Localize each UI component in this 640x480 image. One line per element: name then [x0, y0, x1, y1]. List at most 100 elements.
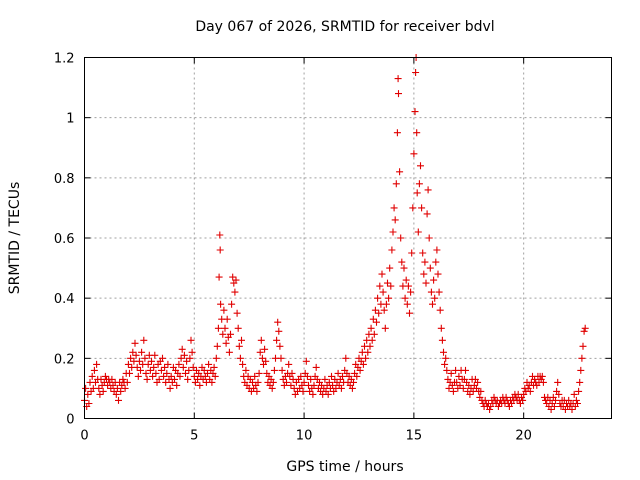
data-point — [270, 366, 278, 374]
data-point — [134, 372, 142, 380]
data-point — [572, 396, 580, 404]
data-point — [231, 288, 239, 296]
data-point — [411, 108, 419, 116]
data-point — [321, 375, 329, 383]
data-point — [370, 330, 378, 338]
data-point — [173, 381, 181, 389]
data-point — [227, 330, 234, 338]
data-point — [378, 270, 386, 278]
data-point — [490, 393, 498, 401]
data-point — [403, 300, 411, 308]
data-point — [310, 381, 318, 389]
data-point — [182, 369, 189, 377]
data-point — [456, 381, 464, 389]
grid-lines — [84, 57, 612, 419]
data-point — [575, 387, 583, 395]
data-point — [148, 357, 155, 365]
data-point — [408, 249, 416, 257]
data-point — [113, 384, 121, 392]
data-point — [255, 369, 263, 377]
y-axis-label: SRMTID / TECUs — [7, 182, 23, 295]
data-point — [449, 387, 457, 395]
data-point — [396, 168, 404, 176]
data-point — [261, 345, 269, 353]
data-point — [442, 354, 450, 362]
data-point — [223, 315, 231, 323]
data-point — [375, 309, 383, 317]
y-tick-label: 0.2 — [54, 352, 75, 367]
data-point — [196, 381, 204, 389]
data-point — [481, 396, 489, 404]
data-point — [212, 354, 220, 362]
data-point — [210, 363, 218, 371]
data-point — [278, 366, 286, 374]
data-point — [217, 300, 225, 308]
data-point — [236, 354, 244, 362]
data-point — [555, 390, 563, 398]
data-point — [552, 396, 559, 404]
data-point — [550, 403, 558, 410]
data-point — [275, 327, 283, 335]
data-point — [124, 360, 132, 368]
data-point — [135, 357, 143, 365]
y-tick-label: 0 — [66, 413, 74, 428]
data-point — [232, 276, 240, 284]
data-point — [350, 378, 357, 386]
data-point — [531, 375, 539, 383]
data-point — [254, 378, 262, 386]
data-point — [391, 216, 399, 224]
data-point — [132, 351, 140, 359]
data-point — [447, 369, 455, 377]
data-point — [356, 366, 364, 374]
data-point — [568, 406, 576, 413]
data-point — [348, 384, 356, 392]
data-point — [502, 393, 510, 401]
data-point — [214, 324, 222, 332]
data-point — [432, 258, 440, 266]
data-point — [160, 372, 168, 380]
data-point — [427, 288, 435, 296]
data-point — [137, 366, 144, 374]
data-point — [430, 276, 438, 284]
data-point — [412, 69, 420, 76]
data-point — [392, 180, 400, 188]
data-point — [213, 342, 221, 350]
data-point — [234, 324, 242, 332]
data-point — [127, 354, 135, 362]
data-point — [138, 348, 146, 356]
data-point — [256, 348, 264, 356]
data-point — [519, 396, 527, 404]
data-point — [200, 366, 208, 374]
data-point — [422, 279, 430, 287]
plot-frame — [84, 57, 612, 419]
data-point — [339, 372, 346, 380]
data-point — [216, 231, 224, 239]
data-point — [274, 318, 282, 326]
data-point — [268, 384, 276, 392]
data-point — [205, 360, 213, 368]
data-point — [362, 354, 370, 362]
data-point — [119, 375, 127, 383]
data-point — [393, 129, 401, 137]
data-point — [285, 360, 293, 368]
data-point — [312, 363, 320, 371]
data-point — [297, 372, 305, 380]
data-point — [115, 396, 122, 404]
y-tick-label: 1 — [66, 112, 74, 127]
data-point — [84, 390, 92, 398]
data-point — [140, 336, 148, 344]
data-point — [526, 387, 534, 395]
data-point — [276, 342, 284, 350]
data-point — [397, 234, 405, 242]
data-point — [183, 357, 191, 365]
data-point — [431, 294, 439, 302]
data-point — [238, 336, 245, 344]
data-point — [146, 366, 154, 374]
data-point — [429, 300, 436, 308]
data-point — [462, 366, 469, 374]
data-point — [99, 387, 107, 395]
data-point — [337, 384, 345, 392]
data-point — [121, 384, 129, 392]
data-point — [186, 354, 194, 362]
